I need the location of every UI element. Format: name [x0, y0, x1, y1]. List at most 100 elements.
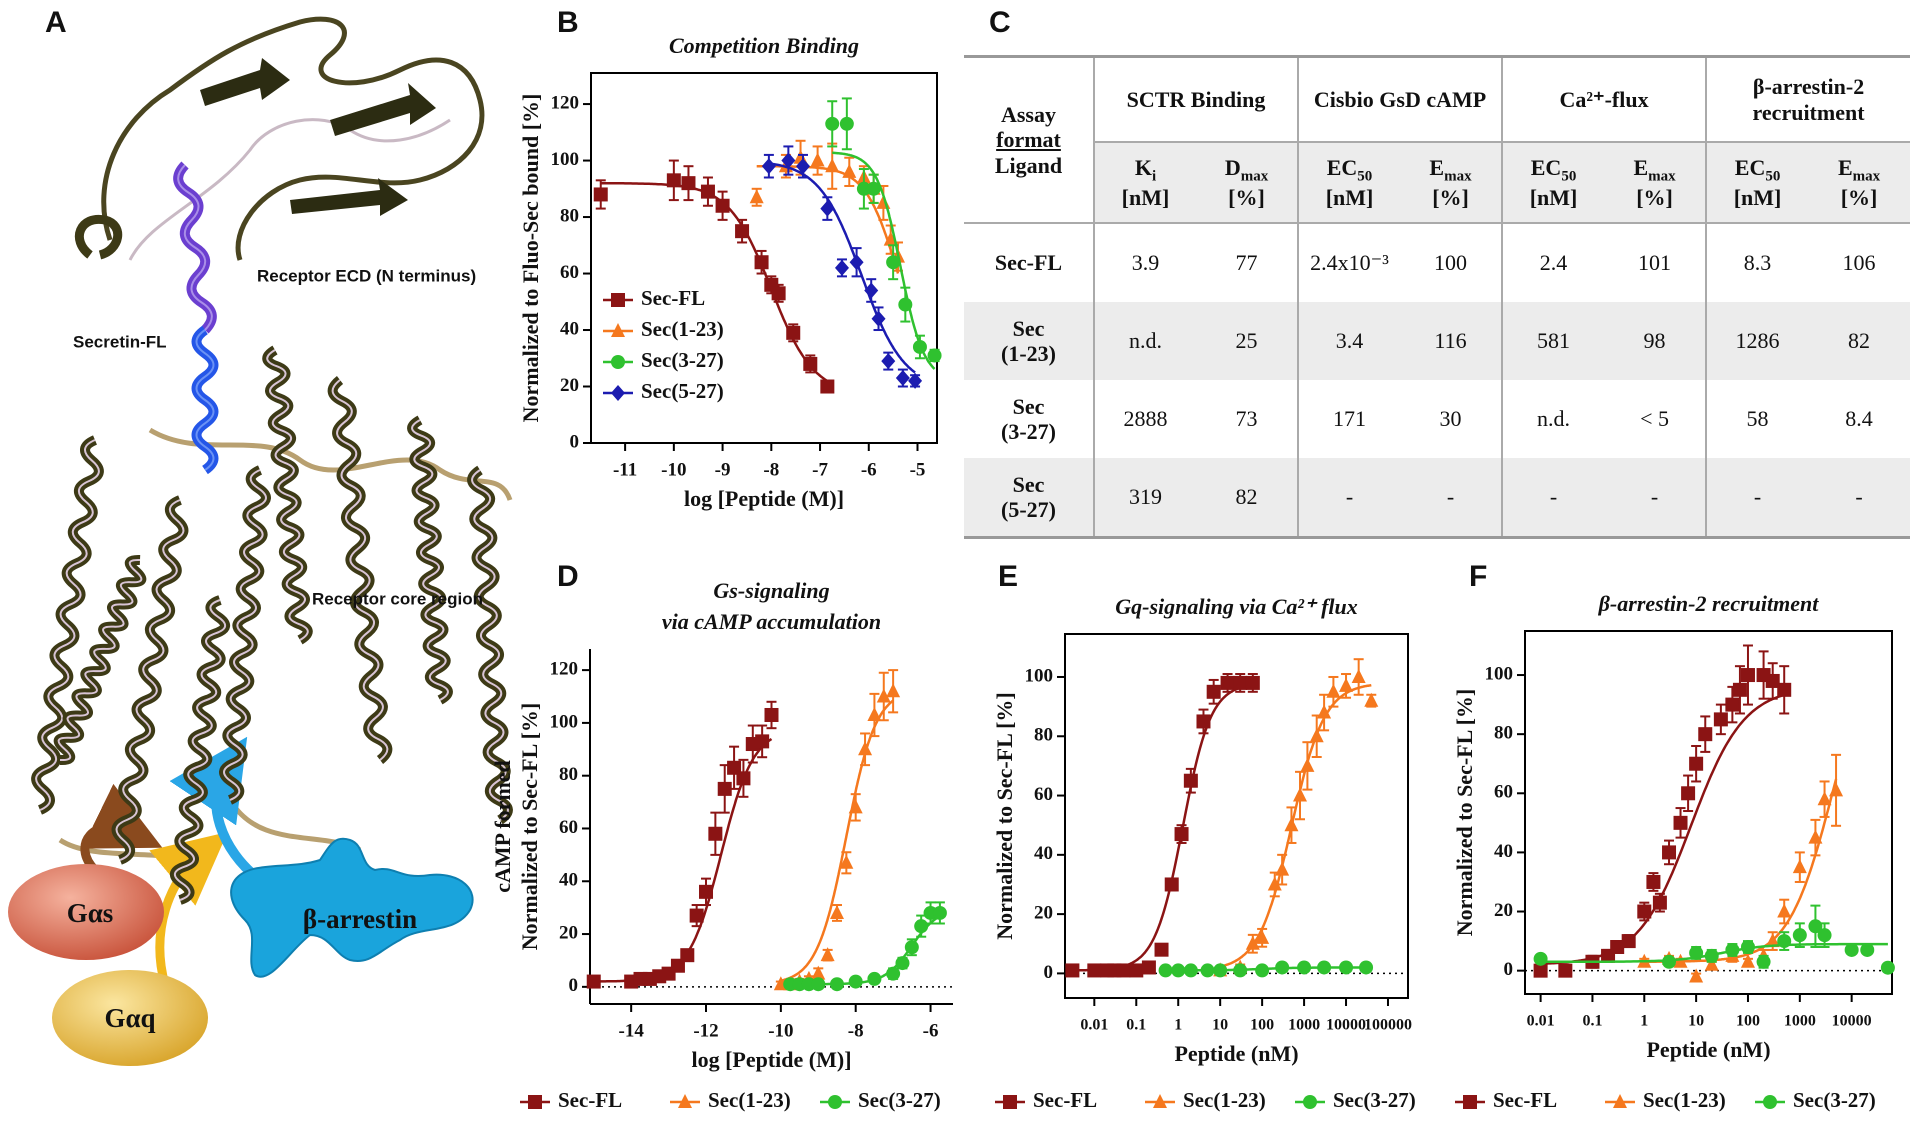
unit: [%]: [1636, 185, 1673, 211]
table-cell: 319: [1093, 458, 1196, 538]
marker: [803, 356, 818, 371]
marker: [820, 947, 835, 962]
y-tick-label: 80: [560, 205, 579, 226]
y-axis-label: cAMP formed: [490, 760, 515, 893]
marker: [820, 379, 835, 394]
subheader: EC50 [nM]: [1501, 142, 1605, 224]
helix-edge: [471, 469, 509, 821]
panel-label: A: [45, 6, 67, 39]
x-tick-label: -12: [693, 1020, 718, 1041]
marker: [1652, 895, 1667, 910]
table-cell: 106: [1842, 250, 1876, 276]
legend-label: Sec-FL: [558, 1088, 622, 1112]
marker: [912, 339, 927, 354]
unit: [%]: [1840, 185, 1878, 211]
marker: [755, 734, 770, 749]
marker: [848, 974, 863, 989]
y-tick-label: 80: [1494, 723, 1513, 744]
panel-label: E: [998, 560, 1018, 593]
subscript: max: [1648, 167, 1676, 184]
g-alpha-s: [8, 864, 164, 960]
marker: [1183, 963, 1198, 978]
data-table: Assay format Ligand SCTR Binding Cisbio GsD …: [964, 55, 1911, 539]
helix-edge: [266, 349, 309, 641]
helix-edge: [223, 469, 267, 801]
y-axis-label: Normalized to Sec-FL [%]: [1452, 689, 1477, 936]
marker: [735, 224, 750, 239]
unit: [nM]: [1325, 185, 1374, 211]
table-cell: n.d.: [1093, 302, 1196, 380]
table-cell: 101: [1638, 250, 1672, 276]
table-cell: -: [1604, 458, 1707, 538]
marker: [1284, 817, 1299, 832]
y-tick-label: 40: [1034, 843, 1053, 864]
header-row: Assay format Ligand SCTR Binding Cisbio GsD …: [964, 56, 1911, 224]
marker: [1275, 960, 1290, 975]
x-tick-label: -11: [613, 459, 637, 480]
legend-label: Sec(3-27): [1333, 1088, 1416, 1112]
table-row: Sec (1-23) n.d. 25 3.4 116 581 98 1286 82: [964, 302, 1911, 380]
marker: [1293, 787, 1308, 802]
marker: [829, 977, 844, 992]
marker: [1777, 934, 1792, 949]
row-label: Sec (3-27): [964, 380, 1094, 458]
marker: [670, 958, 685, 973]
marker: [1087, 963, 1102, 978]
table-cell: 30: [1439, 406, 1462, 432]
marker: [1326, 683, 1341, 698]
y-tick-label: 60: [560, 262, 579, 283]
x-tick-label: 100000: [1364, 1017, 1412, 1034]
y-tick-label: 20: [559, 922, 578, 943]
marker: [881, 353, 896, 370]
fit-curve: [832, 151, 936, 370]
marker: [864, 282, 879, 299]
x-tick-label: 10: [1212, 1017, 1228, 1034]
marker: [528, 1095, 542, 1109]
marker: [1817, 791, 1832, 806]
marker: [708, 826, 723, 841]
chart-title: Competition Binding: [669, 33, 859, 58]
plot-frame: [1064, 633, 1409, 999]
marker: [828, 1095, 842, 1109]
marker: [1003, 1095, 1017, 1109]
legend-label: Sec(1-23): [1643, 1088, 1726, 1112]
marker: [886, 683, 901, 698]
symbol: K: [1134, 154, 1152, 180]
annotation: Receptor core region: [312, 589, 483, 608]
table-cell: 8.4: [1845, 406, 1873, 432]
subheader: Dmax [%]: [1196, 142, 1299, 224]
marker: [848, 799, 863, 814]
unit: [%]: [1432, 185, 1469, 211]
marker: [867, 706, 882, 721]
fit-curve: [1072, 683, 1254, 972]
subscript: max: [1444, 167, 1472, 184]
marker: [680, 948, 695, 963]
panel-label: F: [1469, 560, 1487, 593]
marker: [895, 370, 910, 387]
symbol: E: [1429, 154, 1445, 180]
marker: [1662, 954, 1677, 969]
marker: [1704, 948, 1719, 963]
subheader: EC50 [nM]: [1297, 142, 1401, 224]
row-label-line: Sec: [1012, 471, 1045, 497]
g-alpha-q: [52, 970, 208, 1066]
legend-label: Sec(1-23): [708, 1088, 791, 1112]
marker: [1303, 1095, 1317, 1109]
marker: [1829, 782, 1844, 797]
x-tick-label: 10000: [1832, 1013, 1872, 1030]
marker: [717, 781, 732, 796]
marker: [700, 184, 715, 199]
table-cell: 2888: [1093, 380, 1196, 458]
marker: [1777, 903, 1792, 918]
marker: [786, 325, 801, 340]
marker: [795, 158, 810, 175]
legend-label: Sec-FL: [1033, 1088, 1097, 1112]
marker: [871, 310, 886, 327]
y-tick-label: 100: [1485, 663, 1514, 684]
marker: [586, 974, 601, 989]
table-cell: 8.3: [1705, 223, 1809, 302]
marker: [1233, 963, 1248, 978]
legend-label: Sec(3-27): [858, 1088, 941, 1112]
marker: [715, 198, 730, 213]
unit: [nM]: [1121, 185, 1170, 211]
